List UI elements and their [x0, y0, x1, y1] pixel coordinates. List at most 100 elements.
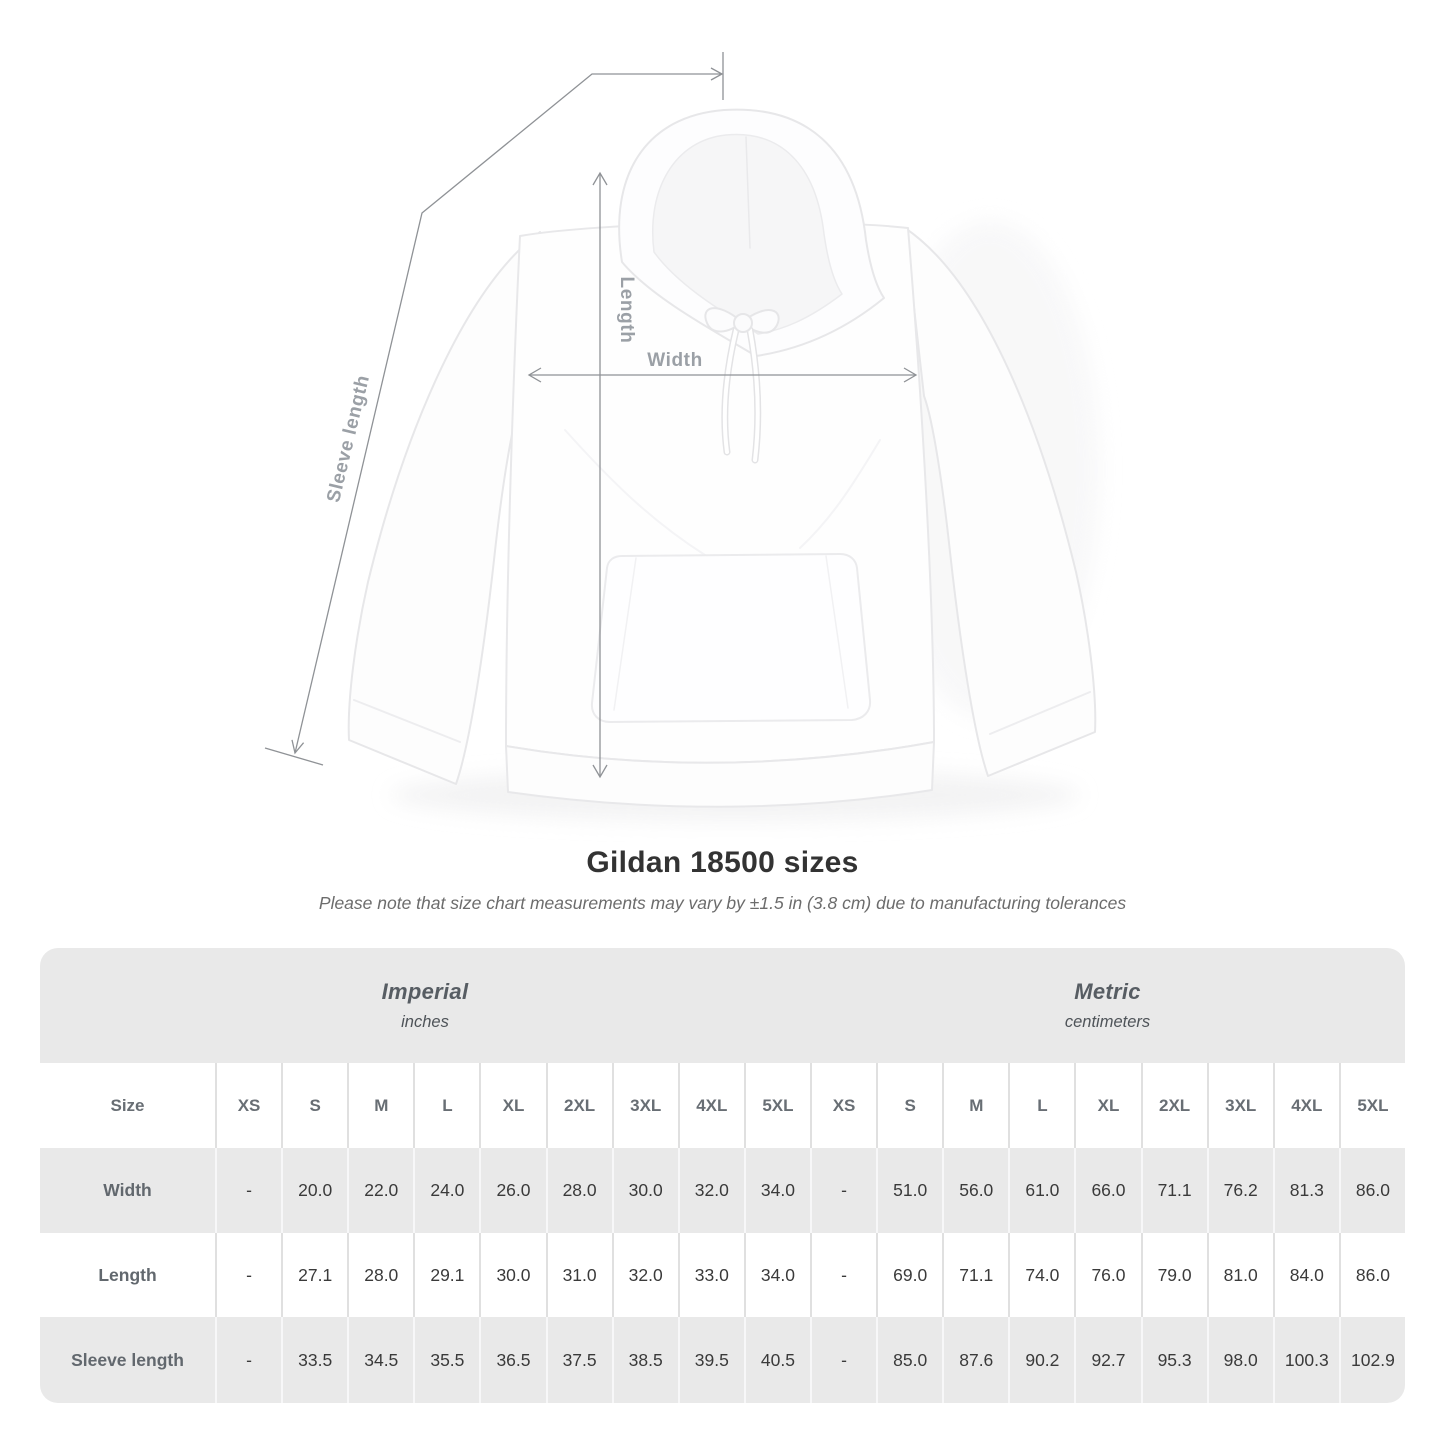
length-imperial-l: 29.1: [413, 1233, 479, 1317]
size-header-imperial-l: L: [413, 1063, 479, 1148]
width-imperial-2xl: 28.0: [545, 1148, 612, 1233]
sleeve-imperial-m: 34.5: [347, 1317, 413, 1403]
width-metric-2xl: 71.1: [1140, 1148, 1207, 1233]
size-header-imperial-4xl: 4XL: [677, 1063, 744, 1148]
table-row-sleeve-length: Sleeve length - 33.5 34.5 35.5 36.5 37.5…: [40, 1317, 1405, 1403]
sleeve-length-line: [294, 73, 722, 754]
width-imperial-l: 24.0: [413, 1148, 479, 1233]
size-header-imperial-s: S: [281, 1063, 347, 1148]
measurement-lines: [264, 52, 918, 779]
sleeve-metric-4xl: 100.3: [1272, 1317, 1339, 1403]
arrowhead-left: [527, 367, 542, 383]
sleeve-length-measure-label: Sleeve length: [323, 373, 374, 505]
sleeve-metric-xs: -: [810, 1317, 876, 1403]
width-imperial-4xl: 32.0: [677, 1148, 744, 1233]
width-metric-m: 56.0: [942, 1148, 1008, 1233]
row-label-width: Width: [103, 1180, 152, 1200]
metric-unit: centimeters: [1064, 1013, 1151, 1031]
width-metric-5xl: 86.0: [1338, 1148, 1405, 1233]
hoodie-right-sleeve: [904, 227, 1097, 777]
sleeve-imperial-s: 33.5: [281, 1317, 347, 1403]
sleeve-end-tick: [264, 747, 324, 766]
hoodie-left-sleeve: [347, 231, 541, 785]
sleeve-metric-m: 87.6: [942, 1317, 1008, 1403]
size-header-metric-3xl: 3XL: [1206, 1063, 1273, 1148]
size-header-row: Size XS S M L XL 2XL 3XL 4XL 5XL XS S M …: [40, 1063, 1405, 1148]
length-imperial-m: 28.0: [347, 1233, 413, 1317]
size-table: Imperial inches Metric centimeters Size …: [40, 948, 1405, 1403]
size-header-metric-2xl: 2XL: [1140, 1063, 1207, 1148]
tolerance-note: Please note that size chart measurements…: [318, 893, 1127, 913]
sleeve-imperial-xl: 36.5: [479, 1317, 545, 1403]
arrowhead-down: [592, 764, 608, 779]
size-header-metric-4xl: 4XL: [1272, 1063, 1339, 1148]
sleeve-imperial-3xl: 38.5: [611, 1317, 678, 1403]
sleeve-imperial-2xl: 37.5: [545, 1317, 612, 1403]
size-header-metric-l: L: [1008, 1063, 1074, 1148]
length-imperial-2xl: 31.0: [545, 1233, 612, 1317]
length-metric-4xl: 84.0: [1272, 1233, 1339, 1317]
width-imperial-3xl: 30.0: [611, 1148, 678, 1233]
sleeve-metric-2xl: 95.3: [1140, 1317, 1207, 1403]
length-imperial-3xl: 32.0: [611, 1233, 678, 1317]
width-imperial-xl: 26.0: [479, 1148, 545, 1233]
width-imperial-5xl: 34.0: [743, 1148, 810, 1233]
arrowhead-right2: [903, 367, 918, 383]
imperial-title: Imperial: [381, 979, 469, 1004]
hoodie-hem-band: [505, 741, 935, 808]
width-measure-label: Width: [647, 350, 703, 371]
sleeve-metric-s: 85.0: [876, 1317, 942, 1403]
arrowhead-sleeve-end: [291, 739, 305, 755]
size-header-metric-xs: XS: [810, 1063, 876, 1148]
imperial-unit: inches: [401, 1013, 449, 1031]
size-header-imperial-3xl: 3XL: [611, 1063, 678, 1148]
length-imperial-xl: 30.0: [479, 1233, 545, 1317]
page-title: Gildan 18500 sizes: [586, 846, 859, 879]
width-metric-xs: -: [810, 1148, 876, 1233]
size-header-imperial-m: M: [347, 1063, 413, 1148]
table-row-length: Length - 27.1 28.0 29.1 30.0 31.0 32.0 3…: [40, 1233, 1405, 1317]
metric-group-header: Metric centimeters: [810, 948, 1405, 1063]
length-metric-s: 69.0: [876, 1233, 942, 1317]
width-metric-l: 61.0: [1008, 1148, 1074, 1233]
hoodie-pocket: [590, 553, 872, 723]
width-metric-4xl: 81.3: [1272, 1148, 1339, 1233]
size-header-metric-5xl: 5XL: [1338, 1063, 1405, 1148]
sleeve-metric-xl: 92.7: [1074, 1317, 1140, 1403]
size-header-imperial-xs: XS: [215, 1063, 281, 1148]
length-metric-xl: 76.0: [1074, 1233, 1140, 1317]
arrowhead-right: [710, 67, 724, 81]
size-header-imperial-2xl: 2XL: [545, 1063, 612, 1148]
width-imperial-m: 22.0: [347, 1148, 413, 1233]
width-imperial-s: 20.0: [281, 1148, 347, 1233]
hoodie-drawstrings: [704, 307, 780, 464]
length-metric-xs: -: [810, 1233, 876, 1317]
arrowhead-up: [592, 171, 608, 186]
size-header-metric-s: S: [876, 1063, 942, 1148]
sleeve-imperial-5xl: 40.5: [743, 1317, 810, 1403]
metric-title: Metric: [1074, 979, 1141, 1004]
width-metric-3xl: 76.2: [1206, 1148, 1273, 1233]
sleeve-imperial-4xl: 39.5: [677, 1317, 744, 1403]
sleeve-metric-3xl: 98.0: [1206, 1317, 1273, 1403]
sleeve-metric-5xl: 102.9: [1338, 1317, 1405, 1403]
sleeve-imperial-xs: -: [215, 1317, 281, 1403]
row-label-length: Length: [98, 1264, 157, 1285]
length-imperial-5xl: 34.0: [743, 1233, 810, 1317]
hoodie-illustration: [347, 108, 1097, 808]
hoodie-measurement-diagram: Length Width Sleeve length: [264, 52, 1100, 821]
length-imperial-s: 27.1: [281, 1233, 347, 1317]
size-header-imperial-5xl: 5XL: [743, 1063, 810, 1148]
length-metric-3xl: 81.0: [1206, 1233, 1273, 1317]
length-measure-label: Length: [616, 277, 637, 344]
row-label-sleeve-length: Sleeve length: [71, 1349, 184, 1370]
width-metric-xl: 66.0: [1074, 1148, 1140, 1233]
units-band: Imperial inches Metric centimeters: [40, 948, 1405, 1063]
length-metric-5xl: 86.0: [1338, 1233, 1405, 1317]
length-imperial-4xl: 33.0: [677, 1233, 744, 1317]
length-metric-l: 74.0: [1008, 1233, 1074, 1317]
imperial-group-header: Imperial inches: [40, 948, 810, 1063]
size-header-metric-xl: XL: [1074, 1063, 1140, 1148]
table-row-width: Width - 20.0 22.0 24.0 26.0 28.0 30.0 32…: [40, 1148, 1405, 1233]
